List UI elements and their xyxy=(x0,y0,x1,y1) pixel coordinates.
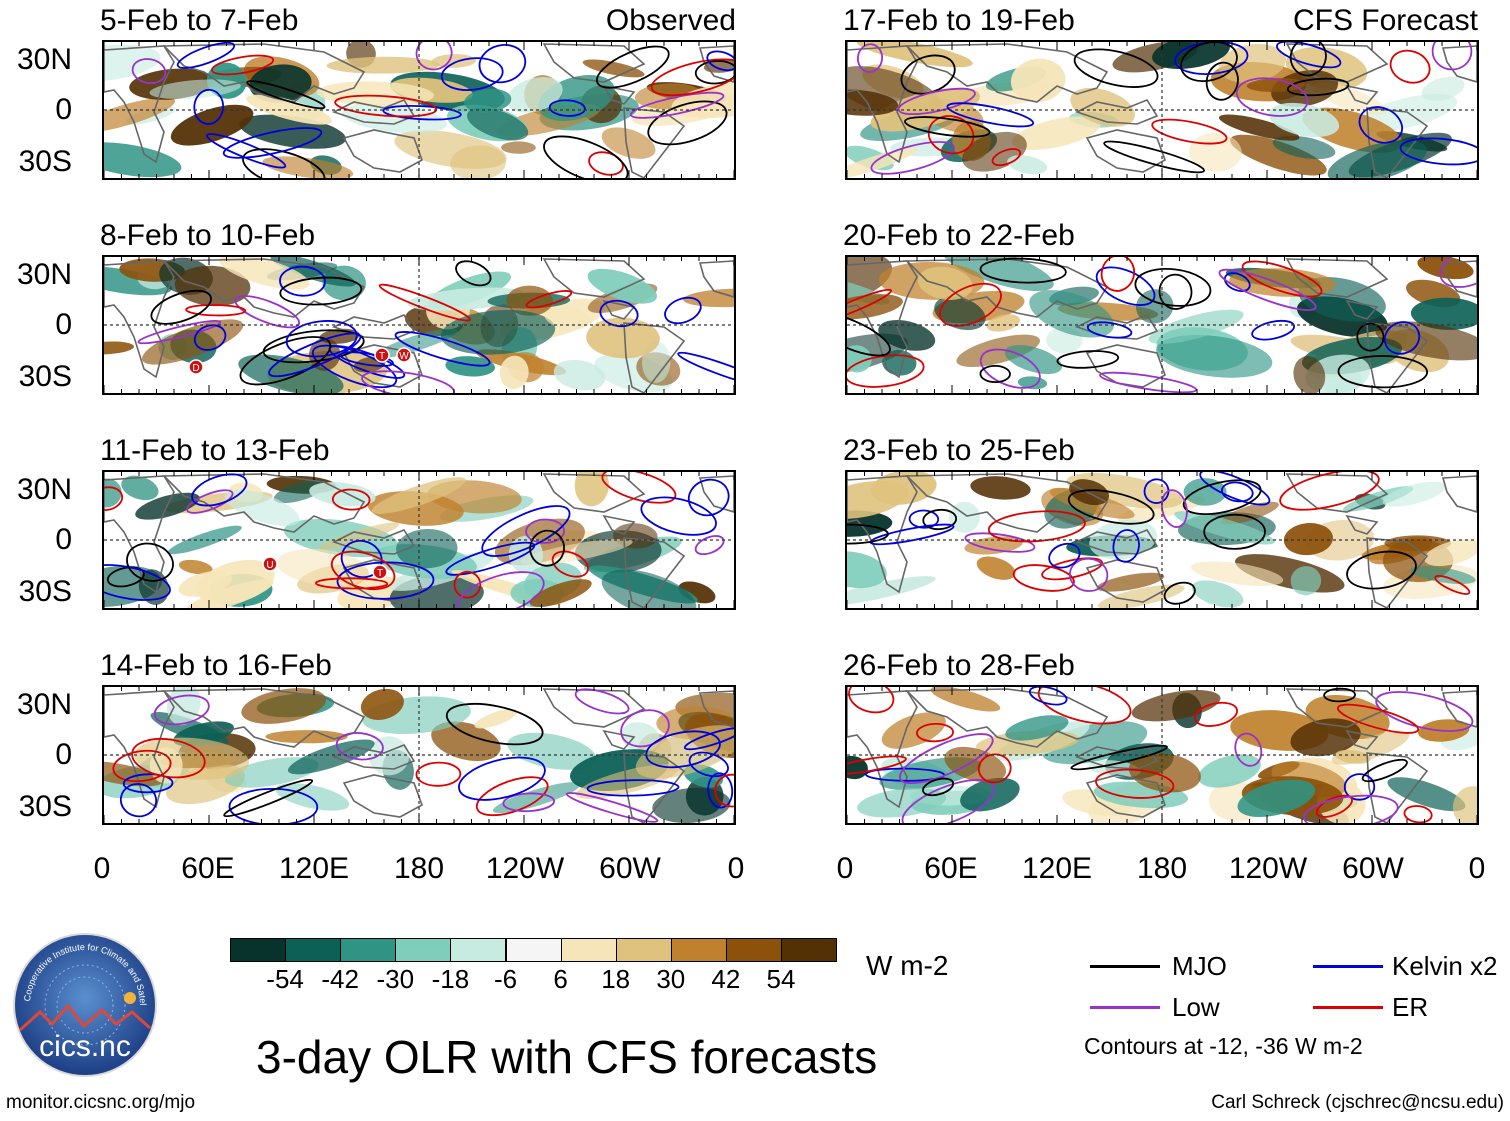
lat-label: 30N xyxy=(16,688,72,721)
lon-label: 180 xyxy=(393,852,445,885)
storm-marker: W xyxy=(396,347,412,363)
olr-map xyxy=(845,40,1479,180)
lon-label: 60W xyxy=(1342,852,1404,885)
svg-text:D: D xyxy=(192,363,199,374)
lat-label: 30S xyxy=(18,360,72,393)
lat-label: 30S xyxy=(18,575,72,608)
panel-title: 8-Feb to 10-Feb xyxy=(100,219,316,252)
colorbar-swatch xyxy=(395,938,452,962)
storm-marker: T xyxy=(372,564,388,580)
forecast-label: CFS Forecast xyxy=(1292,4,1478,37)
colorbar-swatch xyxy=(450,938,507,962)
lon-label: 0 xyxy=(836,852,854,885)
lon-label: 60E xyxy=(924,852,978,885)
legend-line-mjo xyxy=(1090,965,1160,968)
svg-text:W: W xyxy=(399,351,409,362)
storm-marker: D xyxy=(188,359,204,375)
panel-title: 14-Feb to 16-Feb xyxy=(100,649,332,682)
colorbar-tick-label: 54 xyxy=(766,964,796,994)
legend-label-low: Low xyxy=(1172,992,1220,1022)
lat-label: 0 xyxy=(55,523,72,556)
lat-label: 30N xyxy=(16,473,72,506)
cics-logo: Cooperative Institute for Climate and Sa… xyxy=(9,924,158,1078)
contour-note: Contours at -12, -36 W m-2 xyxy=(1084,1033,1363,1059)
lon-label: 0 xyxy=(727,852,745,885)
storm-marker: T xyxy=(374,347,390,363)
lat-label: 30S xyxy=(18,790,72,823)
panel-title: 26-Feb to 28-Feb xyxy=(843,649,1075,682)
colorbar-tick-label: -54 xyxy=(266,964,304,994)
colorbar-tick-label: 30 xyxy=(656,964,686,994)
colorbar-units: W m-2 xyxy=(866,950,949,981)
colorbar-tick-label: -18 xyxy=(431,964,470,994)
colorbar-tick-label: 18 xyxy=(601,964,631,994)
colorbar-swatch xyxy=(230,938,287,962)
olr-map xyxy=(102,685,736,825)
legend-label-mjo: MJO xyxy=(1172,951,1227,981)
colorbar-swatch xyxy=(725,938,782,962)
olr-map: D T W xyxy=(102,255,736,395)
colorbar-tick-label: 6 xyxy=(553,964,568,994)
lon-label: 120W xyxy=(1228,852,1308,885)
svg-text:T: T xyxy=(379,351,385,362)
lat-label: 30N xyxy=(16,43,72,76)
lat-label: 0 xyxy=(55,738,72,771)
panel-title: 23-Feb to 25-Feb xyxy=(843,434,1075,467)
panel-title: 20-Feb to 22-Feb xyxy=(843,219,1075,252)
svg-text:T: T xyxy=(377,568,383,579)
legend-line-low xyxy=(1090,1006,1160,1009)
colorbar-tick-label: -30 xyxy=(376,964,415,994)
colorbar-tick-label: -6 xyxy=(493,964,518,994)
lon-label: 0 xyxy=(93,852,111,885)
lat-label: 0 xyxy=(55,93,72,126)
colorbar-swatch xyxy=(670,938,727,962)
lon-label: 120E xyxy=(278,852,350,885)
colorbar-swatch xyxy=(340,938,397,962)
lon-label: 0 xyxy=(1468,852,1486,885)
logo-text: cics.nc xyxy=(39,1030,131,1063)
colorbar-swatch xyxy=(781,938,838,962)
lon-label: 120W xyxy=(485,852,565,885)
olr-map xyxy=(845,255,1479,395)
panel-title: 17-Feb to 19-Feb xyxy=(843,4,1075,37)
svg-text:U: U xyxy=(266,560,273,571)
colorbar-swatch xyxy=(285,938,342,962)
observed-label: Observed xyxy=(605,4,736,37)
panel-title: 5-Feb to 7-Feb xyxy=(100,4,299,37)
credit: Carl Schreck (cjschrec@ncsu.edu) xyxy=(1211,1092,1504,1113)
lat-label: 30S xyxy=(18,145,72,178)
lon-label: 180 xyxy=(1136,852,1188,885)
colorbar-tick-label: -42 xyxy=(321,964,359,994)
lon-label: 120E xyxy=(1021,852,1093,885)
legend-label-kelvin: Kelvin x2 xyxy=(1392,951,1498,981)
colorbar-swatch xyxy=(560,938,617,962)
lat-label: 0 xyxy=(55,308,72,341)
legend-line-kelvin xyxy=(1313,965,1383,968)
lon-label: 60E xyxy=(181,852,235,885)
main-title: 3-day OLR with CFS forecasts xyxy=(256,1031,878,1083)
panel-title: 11-Feb to 13-Feb xyxy=(100,434,330,467)
website-link[interactable]: monitor.cicsnc.org/mjo xyxy=(6,1092,196,1113)
lon-label: 60W xyxy=(599,852,661,885)
storm-marker: U xyxy=(262,556,278,572)
olr-map xyxy=(845,470,1479,610)
olr-map xyxy=(102,40,736,180)
colorbar-swatch xyxy=(505,938,562,962)
legend-line-er xyxy=(1313,1006,1383,1009)
olr-map xyxy=(845,685,1479,825)
lat-label: 30N xyxy=(16,258,72,291)
colorbar-swatch xyxy=(615,938,672,962)
colorbar-tick-label: 42 xyxy=(711,964,741,994)
legend-label-er: ER xyxy=(1392,992,1429,1022)
